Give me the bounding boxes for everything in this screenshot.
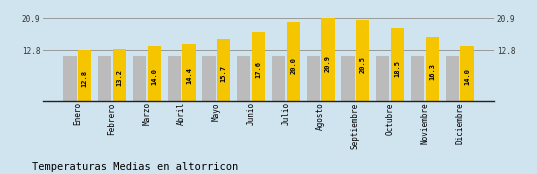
Bar: [287, 22, 300, 101]
Bar: [217, 39, 230, 101]
Bar: [252, 31, 265, 101]
Bar: [202, 56, 216, 101]
Text: 20.9: 20.9: [325, 55, 331, 72]
Text: 20.0: 20.0: [290, 57, 296, 74]
Text: 17.6: 17.6: [256, 61, 262, 78]
Text: 20.5: 20.5: [360, 56, 366, 73]
Bar: [168, 56, 181, 101]
Text: 16.3: 16.3: [429, 64, 435, 81]
Text: Temperaturas Medias en altorricon: Temperaturas Medias en altorricon: [32, 162, 238, 172]
Bar: [148, 46, 161, 101]
Bar: [356, 20, 369, 101]
Text: 18.5: 18.5: [395, 60, 401, 77]
Bar: [113, 49, 126, 101]
Text: 14.0: 14.0: [464, 68, 470, 85]
Text: 14.0: 14.0: [151, 68, 157, 85]
Bar: [183, 44, 195, 101]
Bar: [391, 28, 404, 101]
Bar: [460, 46, 474, 101]
Bar: [133, 56, 146, 101]
Bar: [411, 56, 424, 101]
Bar: [426, 37, 439, 101]
Bar: [446, 56, 459, 101]
Bar: [342, 56, 354, 101]
Text: 13.2: 13.2: [117, 69, 122, 86]
Bar: [376, 56, 389, 101]
Bar: [307, 56, 320, 101]
Bar: [237, 56, 250, 101]
Bar: [272, 56, 285, 101]
Text: 12.8: 12.8: [82, 70, 88, 87]
Bar: [321, 18, 335, 101]
Bar: [63, 56, 77, 101]
Text: 14.4: 14.4: [186, 67, 192, 84]
Text: 15.7: 15.7: [221, 65, 227, 82]
Bar: [78, 50, 91, 101]
Bar: [98, 56, 111, 101]
